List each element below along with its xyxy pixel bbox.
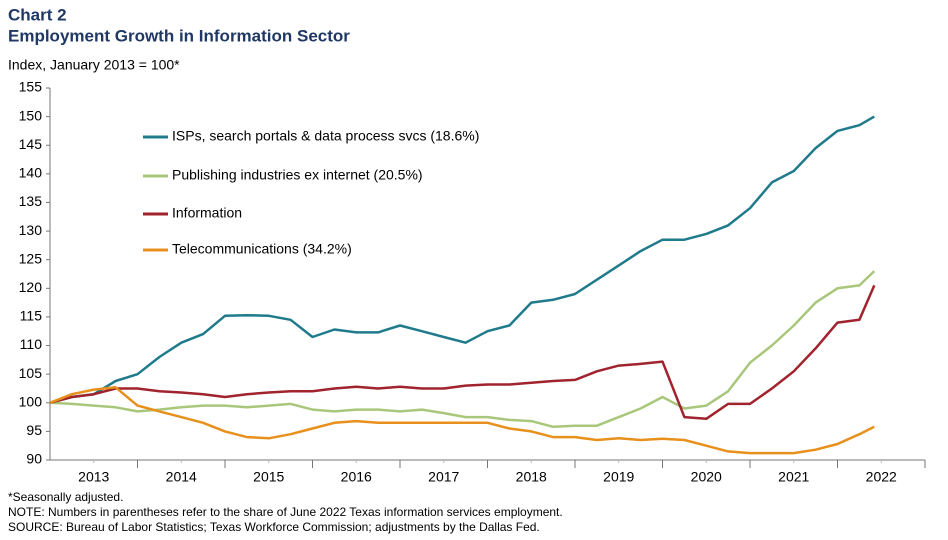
- chart-subtitle: Employment Growth in Information Sector: [8, 26, 350, 45]
- footnote: NOTE: Numbers in parentheses refer to th…: [8, 505, 563, 519]
- x-tick-label: 2017: [428, 469, 459, 485]
- legend-label: ISPs, search portals & data process svcs…: [172, 128, 479, 144]
- legend-label: Information: [172, 205, 242, 221]
- y-tick-label: 120: [19, 279, 43, 295]
- legend-label: Publishing industries ex internet (20.5%…: [172, 167, 423, 183]
- y-tick-label: 150: [19, 107, 43, 123]
- y-tick-label: 140: [19, 165, 43, 181]
- footnote: SOURCE: Bureau of Labor Statistics; Texa…: [8, 520, 540, 534]
- footnote: *Seasonally adjusted.: [8, 490, 123, 504]
- x-tick-label: 2021: [778, 469, 809, 485]
- y-tick-label: 130: [19, 222, 43, 238]
- x-tick-label: 2016: [341, 469, 372, 485]
- series-line: [49, 386, 875, 455]
- y-tick-label: 115: [20, 308, 43, 324]
- x-tick-label: 2022: [866, 469, 897, 485]
- x-tick-label: 2020: [691, 469, 722, 485]
- x-tick-label: 2013: [78, 469, 109, 485]
- y-axis-label: Index, January 2013 = 100*: [8, 57, 180, 73]
- y-tick-label: 145: [19, 136, 43, 152]
- x-tick-label: 2014: [166, 469, 197, 485]
- legend-label: Telecommunications (34.2%): [172, 241, 352, 257]
- x-tick-label: 2015: [253, 469, 284, 485]
- series-line: [49, 115, 875, 405]
- y-tick-label: 110: [20, 336, 43, 352]
- y-tick-label: 155: [19, 79, 43, 95]
- y-tick-label: 135: [19, 193, 43, 209]
- series-line: [49, 270, 876, 429]
- x-tick-label: 2018: [516, 469, 547, 485]
- series-line: [49, 284, 876, 421]
- y-tick-label: 90: [26, 451, 42, 467]
- y-tick-label: 95: [26, 422, 42, 438]
- y-tick-label: 105: [19, 365, 43, 381]
- y-tick-label: 125: [19, 250, 43, 266]
- x-tick-label: 2019: [603, 469, 634, 485]
- y-tick-label: 100: [19, 393, 43, 409]
- chart-title: Chart 2: [8, 5, 67, 24]
